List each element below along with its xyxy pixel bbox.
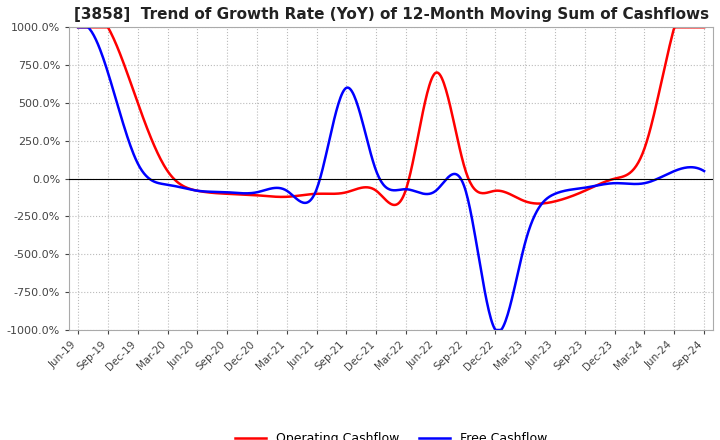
Free Cashflow (357, 115, 366, 121)
Operating Cashflow (546, 200, 555, 205)
Operating Cashflow (493, 188, 502, 193)
Line: Operating Cashflow: Operating Cashflow (78, 27, 704, 205)
Free Cashflow (443, 176, 451, 181)
Free Cashflow (546, 194, 555, 199)
Title: [3858]  Trend of Growth Rate (YoY) of 12-Month Moving Sum of Cashflows: [3858] Trend of Growth Rate (YoY) of 12-… (73, 7, 708, 22)
Free Cashflow (492, 327, 500, 333)
Free Cashflow (184, 187, 193, 192)
Operating Cashflow (390, 202, 399, 208)
Operating Cashflow (700, 25, 708, 30)
Free Cashflow (493, 327, 502, 333)
Line: Free Cashflow: Free Cashflow (78, 27, 704, 330)
Free Cashflow (74, 25, 83, 30)
Operating Cashflow (74, 25, 83, 30)
Operating Cashflow (184, 186, 193, 191)
Free Cashflow (700, 169, 708, 174)
Legend: Operating Cashflow, Free Cashflow: Operating Cashflow, Free Cashflow (230, 427, 552, 440)
Free Cashflow (235, 191, 243, 196)
Operating Cashflow (235, 192, 243, 197)
Operating Cashflow (444, 95, 452, 100)
Operating Cashflow (357, 185, 366, 191)
